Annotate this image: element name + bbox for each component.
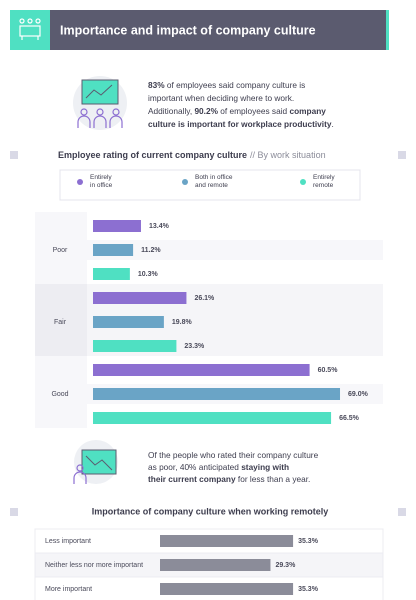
row-stripe (87, 240, 383, 260)
callout-line: Of the people who rated their company cu… (148, 450, 319, 460)
callout-text: culture is important for workplace produ… (148, 119, 332, 129)
header-icon (19, 18, 41, 40)
callout-text: for less than a year. (236, 474, 311, 484)
bar (93, 316, 164, 328)
chart-title: Employee rating of current company cultu… (58, 150, 326, 160)
bar (93, 220, 141, 232)
callout-text: their current company (148, 474, 236, 484)
legend-label: Entirely remote (313, 174, 335, 189)
legend-label: Both in office and remote (195, 174, 233, 189)
value-label: 69.0% (348, 391, 369, 398)
legend-label: Entirely in office (90, 174, 113, 189)
bar (93, 412, 332, 424)
callout-icon (73, 76, 127, 130)
legend-label-line: in office (90, 182, 113, 189)
section-marker (10, 151, 18, 159)
callout-line: culture is important for workplace produ… (148, 119, 334, 129)
callout-text: staying with (241, 462, 289, 472)
callout-icon (73, 440, 118, 484)
callout-text: Of the people who rated their company cu… (148, 450, 319, 460)
legend-swatch (300, 179, 306, 185)
callout-text: important when deciding where to work. (148, 93, 294, 103)
callout-line: 83% of employees said company culture is (148, 80, 305, 90)
value-label: 11.2% (141, 247, 161, 254)
legend-label-line: Both in office (195, 174, 233, 181)
chart-subtitle: // By work situation (250, 150, 326, 160)
label-band (35, 212, 87, 284)
legend-label-line: remote (313, 182, 334, 189)
value-label: 29.3% (275, 562, 296, 569)
value-label: 35.3% (298, 538, 319, 545)
category-label: Good (51, 391, 68, 398)
callout-text: as poor, 40% anticipated (148, 462, 241, 472)
legend-label-line: Entirely (90, 174, 112, 181)
bar (160, 583, 294, 595)
bar (160, 535, 294, 547)
value-label: 23.3% (184, 343, 205, 350)
value-label: 19.8% (172, 319, 193, 326)
category-label: Poor (53, 247, 68, 254)
bar (93, 244, 134, 256)
section-marker (398, 151, 406, 159)
value-label: 13.4% (149, 223, 170, 230)
callout-line: Additionally, 90.2% of employees said co… (148, 106, 326, 116)
category-label: Neither less nor more important (45, 562, 143, 569)
label-band (35, 356, 87, 428)
label-band (35, 284, 87, 356)
legend-swatch (77, 179, 83, 185)
callout-line: their current company for less than a ye… (148, 474, 310, 484)
header-accent (386, 10, 389, 50)
chart-title-text: Employee rating of current company cultu… (58, 150, 247, 160)
category-label: More important (45, 586, 92, 593)
legend-box (59, 169, 361, 201)
value-label: 35.3% (298, 586, 319, 593)
callout-text: of employees said (218, 106, 289, 116)
bar (93, 388, 341, 400)
chart-title: Importance of company culture when worki… (92, 506, 329, 516)
category-label: Fair (54, 319, 67, 326)
callout-text: Additionally, (148, 106, 194, 116)
bar (160, 559, 271, 571)
legend-label-line: and remote (195, 182, 228, 189)
callout-text: company (289, 106, 326, 116)
chart-2: Less important 35.3% Neither less nor more… (34, 528, 384, 600)
bar (93, 364, 310, 376)
section-marker (10, 508, 18, 516)
section-marker (398, 508, 406, 516)
bar (93, 292, 187, 304)
value-label: 10.3% (138, 271, 159, 278)
callout-text: 90.2% (194, 106, 218, 116)
header-title: Importance and impact of company culture (60, 23, 316, 37)
value-label: 60.5% (318, 367, 339, 374)
legend-swatch (182, 179, 188, 185)
value-label: 26.1% (194, 295, 215, 302)
callout-text: 83% (148, 80, 165, 90)
callout-text: . (331, 119, 333, 129)
callout-line: important when deciding where to work. (148, 93, 294, 103)
bar (93, 268, 130, 280)
callout-line: as poor, 40% anticipated staying with (148, 462, 289, 472)
bar (93, 340, 177, 352)
header-band (50, 10, 386, 50)
value-label: 66.5% (339, 415, 360, 422)
callout-text: of employees said company culture is (165, 80, 306, 90)
legend-label-line: Entirely (313, 174, 335, 181)
header-icon-box (10, 10, 50, 50)
category-label: Less important (45, 538, 91, 545)
